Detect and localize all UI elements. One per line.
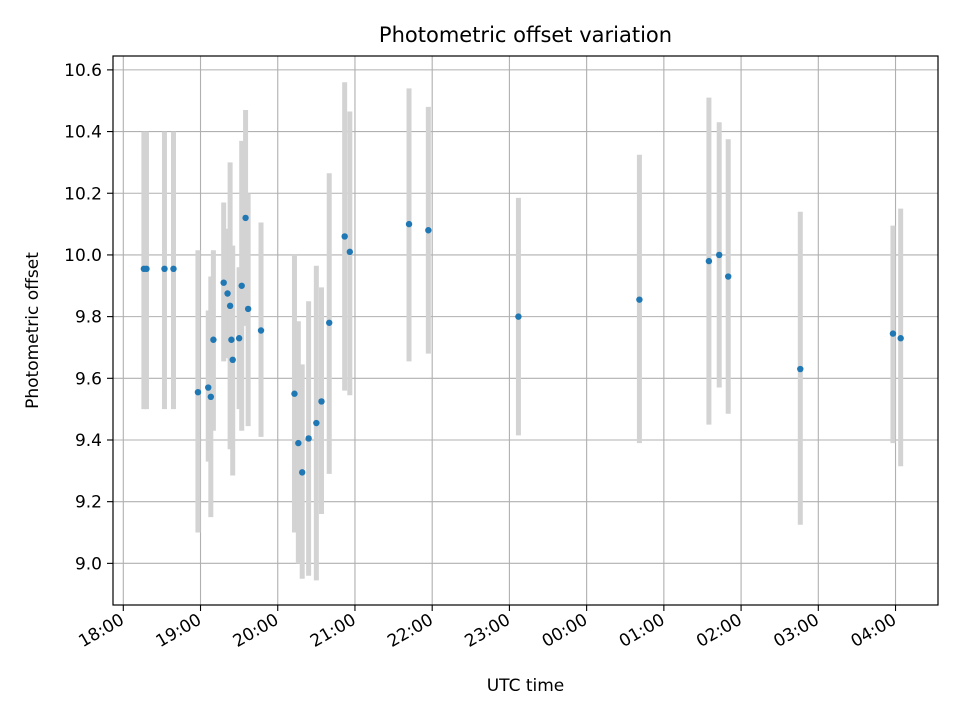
data-point [226, 302, 234, 310]
x-axis-label: UTC time [487, 676, 565, 696]
data-point [210, 336, 217, 343]
y-tick-label: 9.2 [75, 493, 102, 513]
data-point [235, 335, 243, 342]
data-point [405, 220, 413, 228]
data-point [244, 305, 252, 313]
data-point [161, 265, 168, 273]
data-point [194, 388, 202, 396]
y-tick-label: 10.6 [64, 61, 102, 81]
data-point [636, 296, 643, 303]
chart-title: Photometric offset variation [379, 23, 672, 47]
data-point [346, 248, 354, 256]
data-point [897, 335, 904, 342]
data-point [220, 279, 227, 286]
data-point [238, 282, 245, 289]
data-point [889, 330, 897, 337]
y-axis-label: Photometric offset [23, 252, 43, 409]
data-point [207, 393, 215, 401]
data-point [143, 265, 150, 273]
data-point [224, 290, 231, 297]
grid-layer [113, 56, 938, 605]
data-point [341, 233, 348, 240]
data-point [425, 227, 432, 234]
y-tick-label: 9.0 [75, 554, 102, 574]
y-tick-label: 9.6 [75, 369, 102, 389]
data-point [242, 214, 249, 222]
data-point [318, 398, 325, 405]
y-tick-label: 10.0 [64, 246, 102, 266]
data-point [326, 319, 333, 326]
data-point [229, 356, 236, 364]
data-point [257, 327, 265, 334]
y-tick-label: 10.4 [64, 123, 102, 143]
data-point [228, 336, 235, 343]
data-point [305, 435, 312, 442]
data-point [291, 390, 298, 397]
data-point [716, 251, 723, 259]
y-tick-label: 9.8 [75, 308, 102, 328]
y-tick-label: 10.2 [64, 184, 102, 204]
data-point [205, 384, 212, 391]
data-point [725, 273, 732, 280]
data-point [170, 265, 177, 273]
data-point [797, 365, 804, 373]
data-point [295, 439, 302, 447]
data-point [705, 257, 713, 265]
point-layer [140, 214, 904, 476]
data-point [515, 313, 522, 320]
y-tick-label: 9.4 [75, 431, 102, 451]
plot-frame [112, 55, 939, 606]
data-point [313, 419, 320, 427]
data-point [298, 469, 306, 476]
